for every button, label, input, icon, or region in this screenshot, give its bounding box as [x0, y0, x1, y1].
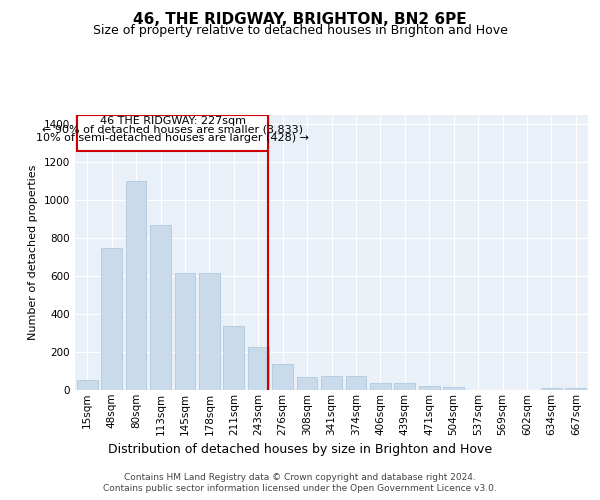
- Bar: [150, 225, 171, 390]
- Bar: [321, 376, 342, 390]
- Bar: [394, 384, 415, 390]
- Text: 46, THE RIDGWAY, BRIGHTON, BN2 6PE: 46, THE RIDGWAY, BRIGHTON, BN2 6PE: [133, 12, 467, 28]
- Text: Size of property relative to detached houses in Brighton and Hove: Size of property relative to detached ho…: [92, 24, 508, 37]
- Y-axis label: Number of detached properties: Number of detached properties: [28, 165, 38, 340]
- Bar: [419, 386, 440, 390]
- Bar: [223, 326, 244, 390]
- Bar: [175, 274, 196, 390]
- Bar: [565, 388, 586, 390]
- Bar: [370, 384, 391, 390]
- Text: Distribution of detached houses by size in Brighton and Hove: Distribution of detached houses by size …: [108, 442, 492, 456]
- Text: Contains public sector information licensed under the Open Government Licence v3: Contains public sector information licen…: [103, 484, 497, 493]
- Text: Contains HM Land Registry data © Crown copyright and database right 2024.: Contains HM Land Registry data © Crown c…: [124, 472, 476, 482]
- Bar: [248, 348, 269, 390]
- FancyBboxPatch shape: [77, 116, 268, 152]
- Text: 46 THE RIDGWAY: 227sqm: 46 THE RIDGWAY: 227sqm: [100, 116, 246, 126]
- Text: 10% of semi-detached houses are larger (428) →: 10% of semi-detached houses are larger (…: [36, 133, 309, 143]
- Bar: [125, 182, 146, 390]
- Bar: [199, 274, 220, 390]
- Text: ← 90% of detached houses are smaller (3,833): ← 90% of detached houses are smaller (3,…: [42, 124, 303, 134]
- Bar: [272, 364, 293, 390]
- Bar: [77, 380, 98, 390]
- Bar: [443, 388, 464, 390]
- Bar: [346, 376, 367, 390]
- Bar: [296, 376, 317, 390]
- Bar: [101, 248, 122, 390]
- Bar: [541, 388, 562, 390]
